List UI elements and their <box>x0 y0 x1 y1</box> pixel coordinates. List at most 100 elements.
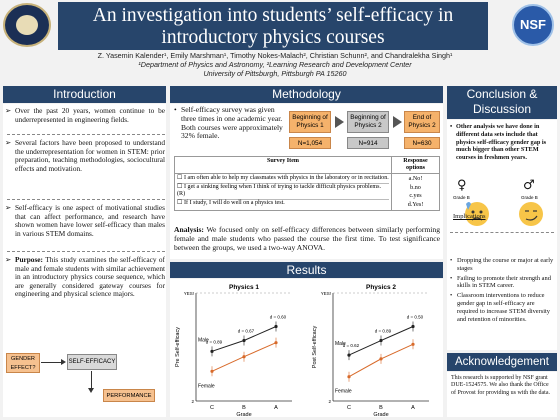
bullet-icon: ➢ <box>5 138 12 147</box>
option-b: b.no <box>410 184 421 191</box>
divider <box>450 232 554 233</box>
authors-line: Z. Yasemin Kalender¹, Emily Marshman¹, T… <box>97 51 453 60</box>
divider <box>7 199 165 200</box>
intro-item-purpose: ➢ Purpose: This study examines the self-… <box>5 255 165 299</box>
effect-size-label: d = 0.62 <box>343 343 360 348</box>
survey-item-2: ☐ I get a sinking feeling when I think o… <box>177 183 389 198</box>
table-row: ☐ I am often able to help my classmates … <box>174 173 440 211</box>
implications-label: Implications <box>453 213 486 220</box>
emoji-pair <box>465 202 543 226</box>
divider <box>7 251 165 252</box>
series-label-male: Male <box>335 341 346 347</box>
introduction-panel: ➢ Over the past 20 years, women continue… <box>3 104 166 417</box>
step-box-3: End of Physics 2 <box>404 111 440 133</box>
analysis-label: Analysis: <box>174 225 204 234</box>
data-point <box>379 338 383 343</box>
x-tick-label: C <box>210 405 214 411</box>
divider <box>7 134 165 135</box>
survey-items-cell: ☐ I am often able to help my classmates … <box>174 173 392 211</box>
physics1-chart: Physics 1 YES! 2 Pre Self-efficacy C B A Grade M… <box>175 284 292 417</box>
x-tick-label: B <box>379 405 383 411</box>
worried-face-icon <box>465 202 489 226</box>
acknowledgement-heading: Acknowledgement <box>447 353 557 371</box>
bullet-icon: • <box>450 123 453 130</box>
bullet-icon: • <box>450 274 453 282</box>
arrow-right-icon <box>335 116 344 128</box>
performance-box: PERFORMANCE <box>103 389 155 402</box>
y-tick-label: YES! <box>184 291 194 296</box>
data-point <box>411 324 415 329</box>
data-point <box>411 342 415 346</box>
bullet-icon: • <box>450 292 453 300</box>
option-d: d.Yes! <box>407 201 424 208</box>
x-tick-label: A <box>274 405 278 411</box>
bullet-icon: • <box>174 105 177 114</box>
chart-title: Physics 1 <box>229 284 259 291</box>
author-block: Z. Yasemin Kalender¹, Emily Marshman¹, T… <box>60 51 490 78</box>
y-axis-label: Pre Self-efficacy <box>175 327 181 367</box>
step-n-2: N=914 <box>347 137 389 149</box>
data-point <box>242 338 246 343</box>
option-a: a.No! <box>408 176 423 182</box>
physics2-chart: Physics 2 YES! 2 Post Self-efficacy C B A Grade… <box>312 284 429 417</box>
nsf-logo-icon: NSF <box>512 4 554 46</box>
survey-item-1: ☐ I am often able to help my classmates … <box>177 175 389 181</box>
x-axis-label: Grade <box>236 412 251 417</box>
bullet-icon: ➢ <box>5 106 12 115</box>
implication-item-2: • Failing to promote their strength and s… <box>450 274 551 290</box>
arrow-head-icon <box>61 359 66 365</box>
acknowledgement-panel: This research is supported by NSF grant … <box>447 372 557 417</box>
data-point <box>210 369 214 373</box>
implication-item-1: • Dropping the course or major at early s… <box>450 257 554 272</box>
bullet-icon: • <box>450 257 453 264</box>
intro-item-3: ➢ Self-efficacy is one aspect of motivat… <box>5 203 165 238</box>
response-col-header: Response options <box>391 156 440 174</box>
grade-label-male: Grade B <box>521 195 538 200</box>
analysis-text: Analysis: We focused only on self-effica… <box>174 225 440 252</box>
intro-item-1: ➢ Over the past 20 years, women continue… <box>5 106 165 124</box>
x-axis-label: Grade <box>373 412 388 417</box>
survey-item-3: ☐ If I study, I will do well on a physic… <box>177 199 389 207</box>
step-n-3: N=630 <box>404 137 440 149</box>
data-point <box>347 375 351 379</box>
methodology-heading: Methodology <box>170 86 443 103</box>
arrow-line <box>91 371 92 389</box>
male-symbol-icon: ♂ <box>523 178 535 193</box>
affiliation-line-1: ¹Department of Physics and Astronomy, ²L… <box>138 60 412 69</box>
purpose-label: Purpose: <box>15 255 43 264</box>
step-box-2: Beginning of Physics 2 <box>347 111 389 133</box>
data-point <box>210 349 214 353</box>
smirk-face-icon <box>519 202 543 226</box>
arrow-down-icon <box>88 388 94 393</box>
arrow-line <box>41 362 63 363</box>
bullet-icon: ➢ <box>5 203 12 212</box>
effect-size-label: d = 0.89 <box>206 339 223 344</box>
female-symbol-icon: ♀ <box>457 178 467 193</box>
survey-col-header: Survey Item <box>174 156 392 174</box>
effect-size-label: d = 0.60 <box>270 314 287 319</box>
chart-title: Physics 2 <box>366 284 396 291</box>
series-label-female: Female <box>335 389 352 395</box>
x-tick-label: B <box>242 405 246 411</box>
affiliation-line-2: University of Pittsburgh, Pittsburgh PA … <box>203 69 347 78</box>
effect-size-label: d = 0.89 <box>375 329 392 334</box>
series-label-female: Female <box>198 383 215 389</box>
methodology-panel: • Self-efficacy survey was given three t… <box>170 104 443 259</box>
x-tick-label: A <box>411 405 415 411</box>
implication-item-3: • Classroom interventions to reduce gende… <box>450 292 550 323</box>
conclusion-panel: • Other analysis we have done in differe… <box>447 120 557 350</box>
response-options-cell: a.No! b.no c.yes d.Yes! <box>391 173 440 211</box>
effect-size-label: d = 0.50 <box>407 314 424 319</box>
y-axis-label: Post Self-efficacy <box>312 326 318 369</box>
intro-item-2: ➢ Several factors have been proposed to … <box>5 138 165 173</box>
step-box-1: Beginning of Physics 1 <box>289 111 331 133</box>
poster-title: An investigation into students’ self-eff… <box>58 2 488 50</box>
introduction-heading: Introduction <box>3 86 166 103</box>
survey-table: Survey Item Response options ☐ I am ofte… <box>174 156 440 211</box>
data-point <box>379 357 383 361</box>
survey-description: • Self-efficacy survey was given three t… <box>174 105 283 141</box>
grade-label-female: Grade B <box>453 195 470 200</box>
data-point <box>242 355 246 359</box>
y-tick-label: 2 <box>328 399 331 404</box>
conclusion-heading: Conclusion & Discussion <box>447 86 557 119</box>
